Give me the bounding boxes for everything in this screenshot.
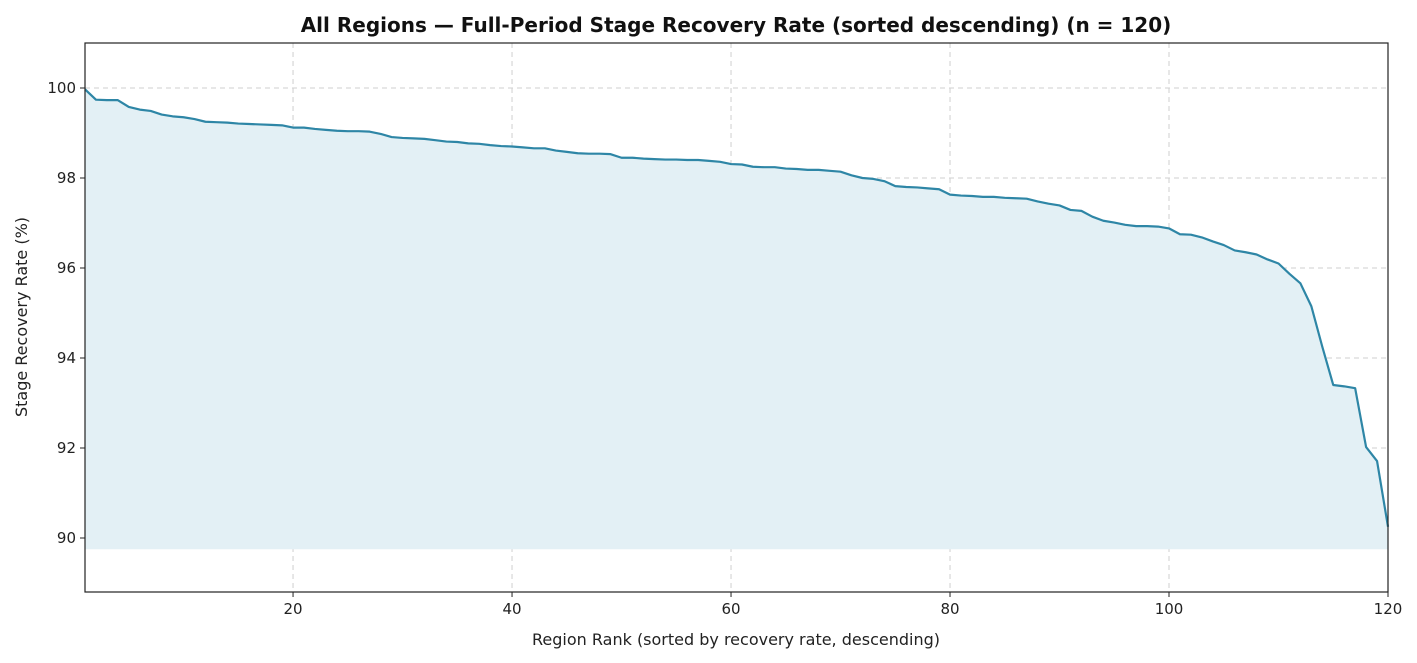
y-axis-label: Stage Recovery Rate (%) — [12, 217, 31, 417]
x-tick-label: 20 — [283, 600, 302, 618]
y-tick-label: 100 — [47, 79, 76, 97]
x-tick-label: 120 — [1374, 600, 1403, 618]
area-fill — [85, 89, 1388, 550]
x-tick-label: 80 — [940, 600, 959, 618]
plot-frame — [84, 42, 1389, 593]
chart-title: All Regions — Full-Period Stage Recovery… — [301, 13, 1172, 37]
series-line — [84, 88, 1390, 527]
y-tick-label: 98 — [57, 169, 76, 187]
y-tick-label: 90 — [57, 529, 76, 547]
x-tick-label: 60 — [721, 600, 740, 618]
y-tick-label: 92 — [57, 439, 76, 457]
x-axis: 20 40 60 80 100 120 — [283, 592, 1402, 618]
x-tick-label: 40 — [502, 600, 521, 618]
x-tick-label: 100 — [1155, 600, 1184, 618]
x-axis-label: Region Rank (sorted by recovery rate, de… — [532, 630, 940, 649]
y-tick-label: 96 — [57, 259, 76, 277]
y-axis: 90 92 94 96 98 100 — [47, 79, 85, 547]
y-tick-label: 94 — [57, 349, 76, 367]
